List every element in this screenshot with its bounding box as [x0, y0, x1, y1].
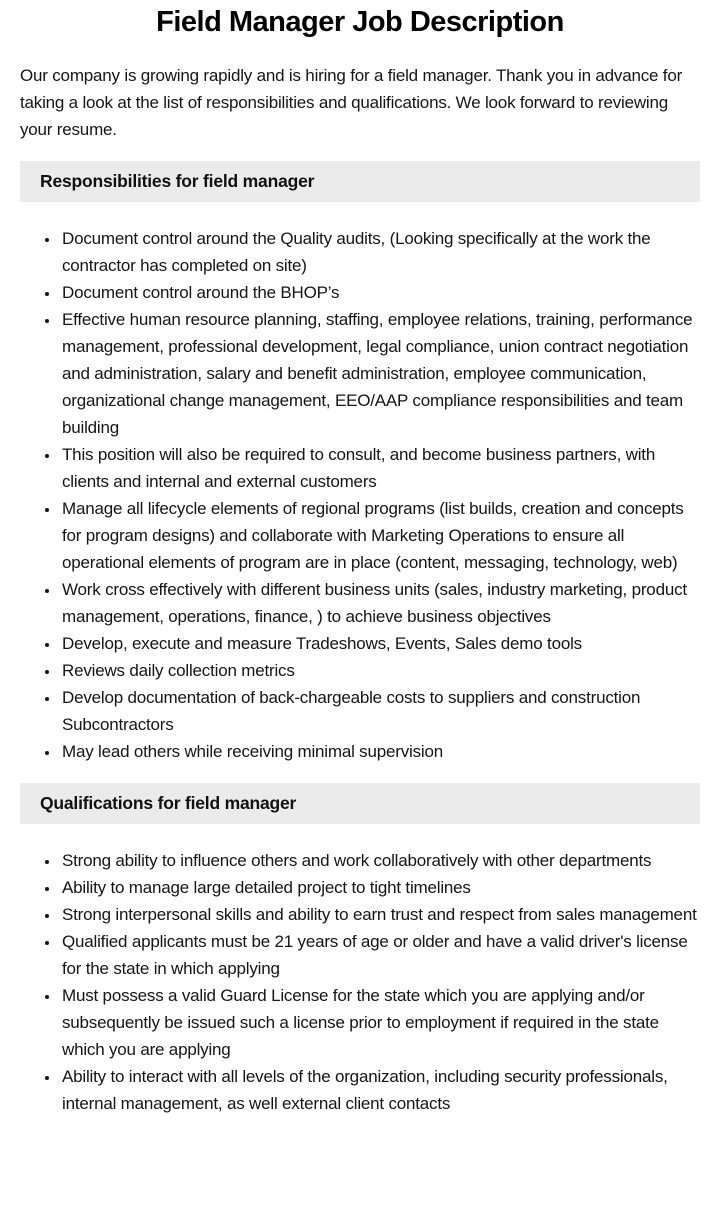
- page-title: Field Manager Job Description: [156, 6, 564, 38]
- list-item: Develop documentation of back-chargeable…: [60, 684, 700, 738]
- list-item: Must possess a valid Guard License for t…: [60, 982, 700, 1063]
- intro-paragraph: Our company is growing rapidly and is hi…: [20, 66, 683, 139]
- qualifications-section-heading: Qualifications for field manager: [20, 783, 700, 824]
- list-item: Document control around the BHOP’s: [60, 279, 700, 306]
- responsibilities-section: Responsibilities for field manager Docum…: [20, 161, 700, 765]
- list-item: Document control around the Quality audi…: [60, 225, 700, 279]
- list-item: Develop, execute and measure Tradeshows,…: [60, 630, 700, 657]
- job-description-page: Field Manager Job Description Our compan…: [0, 6, 720, 1117]
- list-item: Work cross effectively with different bu…: [60, 576, 700, 630]
- responsibilities-list: Document control around the Quality audi…: [20, 225, 700, 765]
- qualifications-section: Qualifications for field manager Strong …: [20, 783, 700, 1117]
- list-item: Strong ability to influence others and w…: [60, 847, 700, 874]
- list-item: Qualified applicants must be 21 years of…: [60, 928, 700, 982]
- list-item: Strong interpersonal skills and ability …: [60, 901, 700, 928]
- list-item: Manage all lifecycle elements of regiona…: [60, 495, 700, 576]
- list-item: This position will also be required to c…: [60, 441, 700, 495]
- list-item: Ability to manage large detailed project…: [60, 874, 700, 901]
- list-item: Ability to interact with all levels of t…: [60, 1063, 700, 1117]
- list-item: May lead others while receiving minimal …: [60, 738, 700, 765]
- responsibilities-section-heading: Responsibilities for field manager: [20, 161, 700, 202]
- list-item: Reviews daily collection metrics: [60, 657, 700, 684]
- list-item: Effective human resource planning, staff…: [60, 306, 700, 441]
- qualifications-list: Strong ability to influence others and w…: [20, 847, 700, 1117]
